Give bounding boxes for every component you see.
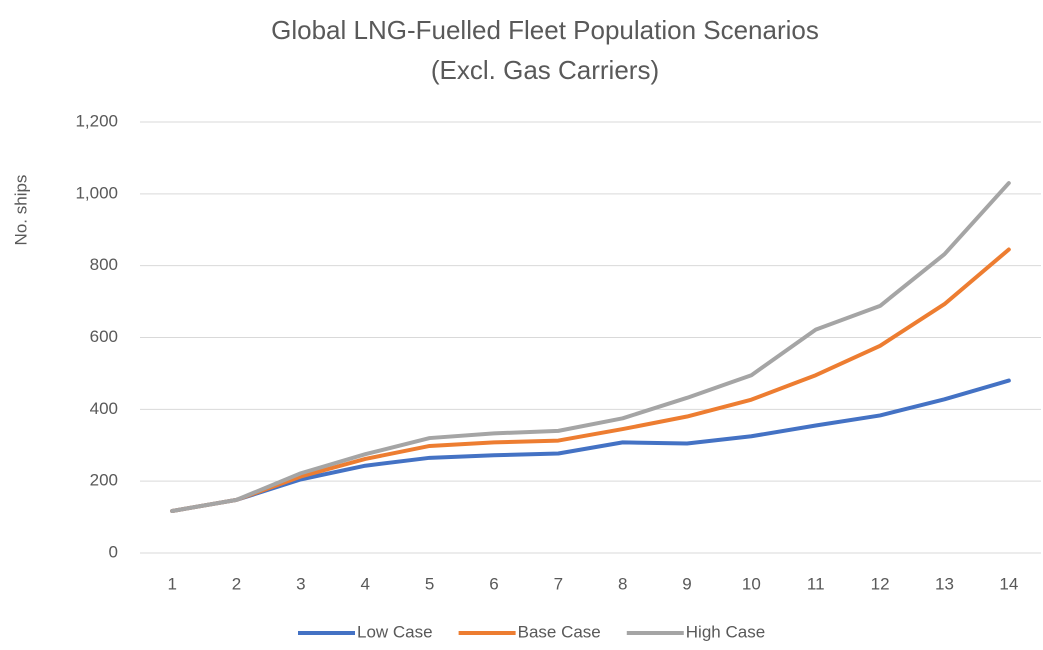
- y-tick-label: 600: [90, 327, 118, 346]
- line-series: [170, 378, 1011, 513]
- x-tick-label: 12: [871, 574, 890, 593]
- chart-title: Global LNG-Fuelled Fleet Population Scen…: [271, 15, 819, 45]
- y-tick-label: 1,200: [75, 111, 118, 130]
- x-tick-label: 7: [554, 574, 563, 593]
- x-tick-label: 11: [807, 574, 825, 593]
- x-tick-label: 13: [935, 574, 954, 593]
- line-series: [170, 247, 1011, 513]
- legend-label: Base Case: [518, 622, 601, 641]
- y-tick-label: 200: [90, 471, 118, 490]
- x-tick-label: 9: [682, 574, 691, 593]
- x-tick-label: 10: [742, 574, 761, 593]
- chart-subtitle: (Excl. Gas Carriers): [431, 55, 659, 85]
- x-tick-label: 3: [296, 574, 305, 593]
- x-tick-label: 1: [167, 574, 176, 593]
- y-tick-label: 800: [90, 255, 118, 274]
- y-tick-label: 1,000: [75, 183, 118, 202]
- x-tick-label: 5: [425, 574, 434, 593]
- x-tick-label: 6: [489, 574, 498, 593]
- legend-label: Low Case: [357, 622, 433, 641]
- x-tick-label: 8: [618, 574, 627, 593]
- y-tick-label: 400: [90, 399, 118, 418]
- x-tick-label: 14: [999, 574, 1018, 593]
- x-tick-label: 2: [232, 574, 241, 593]
- y-axis-label: No. ships: [11, 175, 30, 246]
- y-tick-label: 0: [109, 542, 118, 561]
- x-tick-label: 4: [361, 574, 370, 593]
- line-series: [170, 181, 1011, 513]
- legend-label: High Case: [686, 622, 765, 641]
